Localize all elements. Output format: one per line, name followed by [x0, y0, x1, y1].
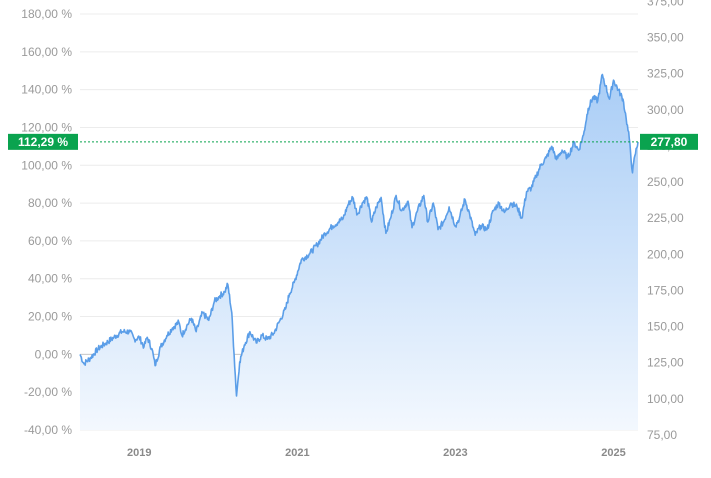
current-price-badge-bg	[640, 133, 698, 150]
current-percent-badge-bg	[8, 133, 78, 150]
x-tick-label: 2021	[285, 447, 309, 459]
right-tick-label: 150,00	[647, 320, 684, 334]
current-percent-label: 112,29 %	[18, 135, 68, 149]
right-tick-label: 125,00	[647, 356, 684, 370]
right-tick-label: 175,00	[647, 283, 684, 297]
price-line-group	[79, 73, 639, 397]
left-tick-label: 160,00 %	[21, 45, 72, 59]
x-tick-label: 2023	[443, 447, 467, 459]
price-line	[79, 73, 639, 397]
right-tick-label: 75,00	[647, 428, 677, 442]
right-tick-label: 225,00	[647, 211, 684, 225]
left-tick-label: 60,00 %	[28, 234, 72, 248]
left-tick-label: 0,00 %	[35, 347, 73, 361]
current-price-badge: 277,80	[640, 133, 698, 150]
right-tick-label: 250,00	[647, 175, 684, 189]
right-tick-label: 375,00	[647, 0, 684, 8]
left-tick-label: 140,00 %	[21, 83, 72, 97]
left-tick-label: -40,00 %	[24, 423, 72, 437]
left-tick-label: 40,00 %	[28, 272, 72, 286]
right-tick-label: 350,00	[647, 30, 684, 44]
left-axis-percent: 180,00 % 160,00 % 140,00 % 120,00 % 100,00 %…	[21, 7, 72, 437]
left-tick-label: 100,00 %	[21, 158, 72, 172]
right-tick-label: 325,00	[647, 67, 684, 81]
x-tick-label: 2019	[127, 447, 151, 459]
left-tick-label: 120,00 %	[21, 120, 72, 134]
left-tick-label: 20,00 %	[28, 310, 72, 324]
current-value-indicator: 112,29 % 277,80	[8, 133, 698, 150]
area-fill	[80, 74, 638, 430]
left-tick-label: -20,00 %	[24, 385, 72, 399]
right-tick-label: 200,00	[647, 247, 684, 261]
x-axis-years: 2019 2021 2023 2025	[127, 447, 626, 459]
left-tick-label: 80,00 %	[28, 196, 72, 210]
x-tick-label: 2025	[601, 447, 625, 459]
right-tick-label: 300,00	[647, 103, 684, 117]
current-percent-badge: 112,29 %	[8, 133, 78, 150]
left-tick-label: 180,00 %	[21, 7, 72, 21]
right-axis-price: 375,00350,00325,00300,00275,00250,00225,…	[647, 0, 684, 442]
current-price-label: 277,80	[651, 135, 688, 149]
area-fill-group	[80, 74, 638, 430]
right-tick-label: 100,00	[647, 392, 684, 406]
